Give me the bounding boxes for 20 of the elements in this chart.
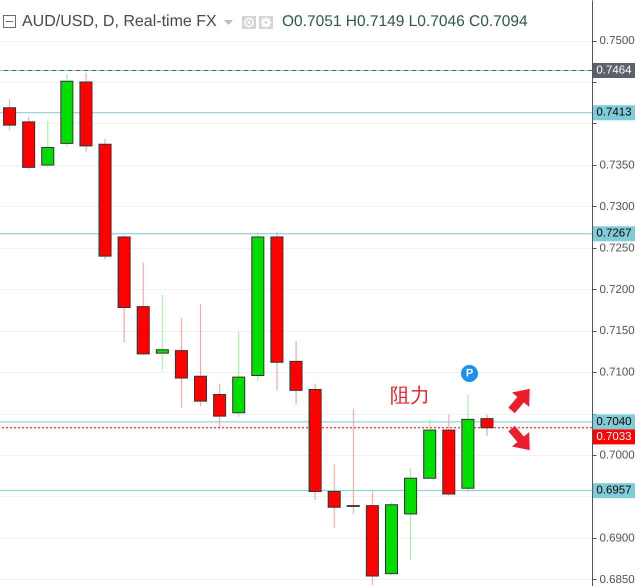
y-tick-label: 0.6900 bbox=[600, 532, 635, 544]
ref-line-label: 0.7413 bbox=[596, 106, 632, 119]
y-tick-label: 0.7350 bbox=[600, 159, 635, 172]
y-tick-label: 0.7500 bbox=[600, 35, 635, 48]
text: AUD/USD, D, Real-time FX bbox=[22, 13, 218, 30]
ref-line-label: 0.6957 bbox=[596, 484, 632, 497]
y-tick-label: 0.7100 bbox=[600, 366, 635, 379]
y-tick-label: 0.7000 bbox=[600, 450, 635, 462]
ref-line-label: 0.7033 bbox=[596, 430, 632, 443]
text: O0.7051 H0.7149 L0.7046 C0.7094 bbox=[282, 13, 528, 30]
y-tick-label: 0.7300 bbox=[600, 200, 635, 213]
ref-line-label: 0.7040 bbox=[596, 416, 632, 428]
ref-line-label: 0.7267 bbox=[596, 228, 632, 240]
y-tick-label: 0.7150 bbox=[600, 325, 635, 338]
annotation: P bbox=[465, 368, 473, 380]
annotation: 阻力 bbox=[390, 385, 430, 407]
ref-line-label: 0.7464 bbox=[596, 64, 632, 76]
y-tick-label: 0.6850 bbox=[600, 574, 635, 586]
y-tick-label: 0.7200 bbox=[600, 284, 635, 296]
y-tick-label: 0.7250 bbox=[600, 242, 635, 254]
